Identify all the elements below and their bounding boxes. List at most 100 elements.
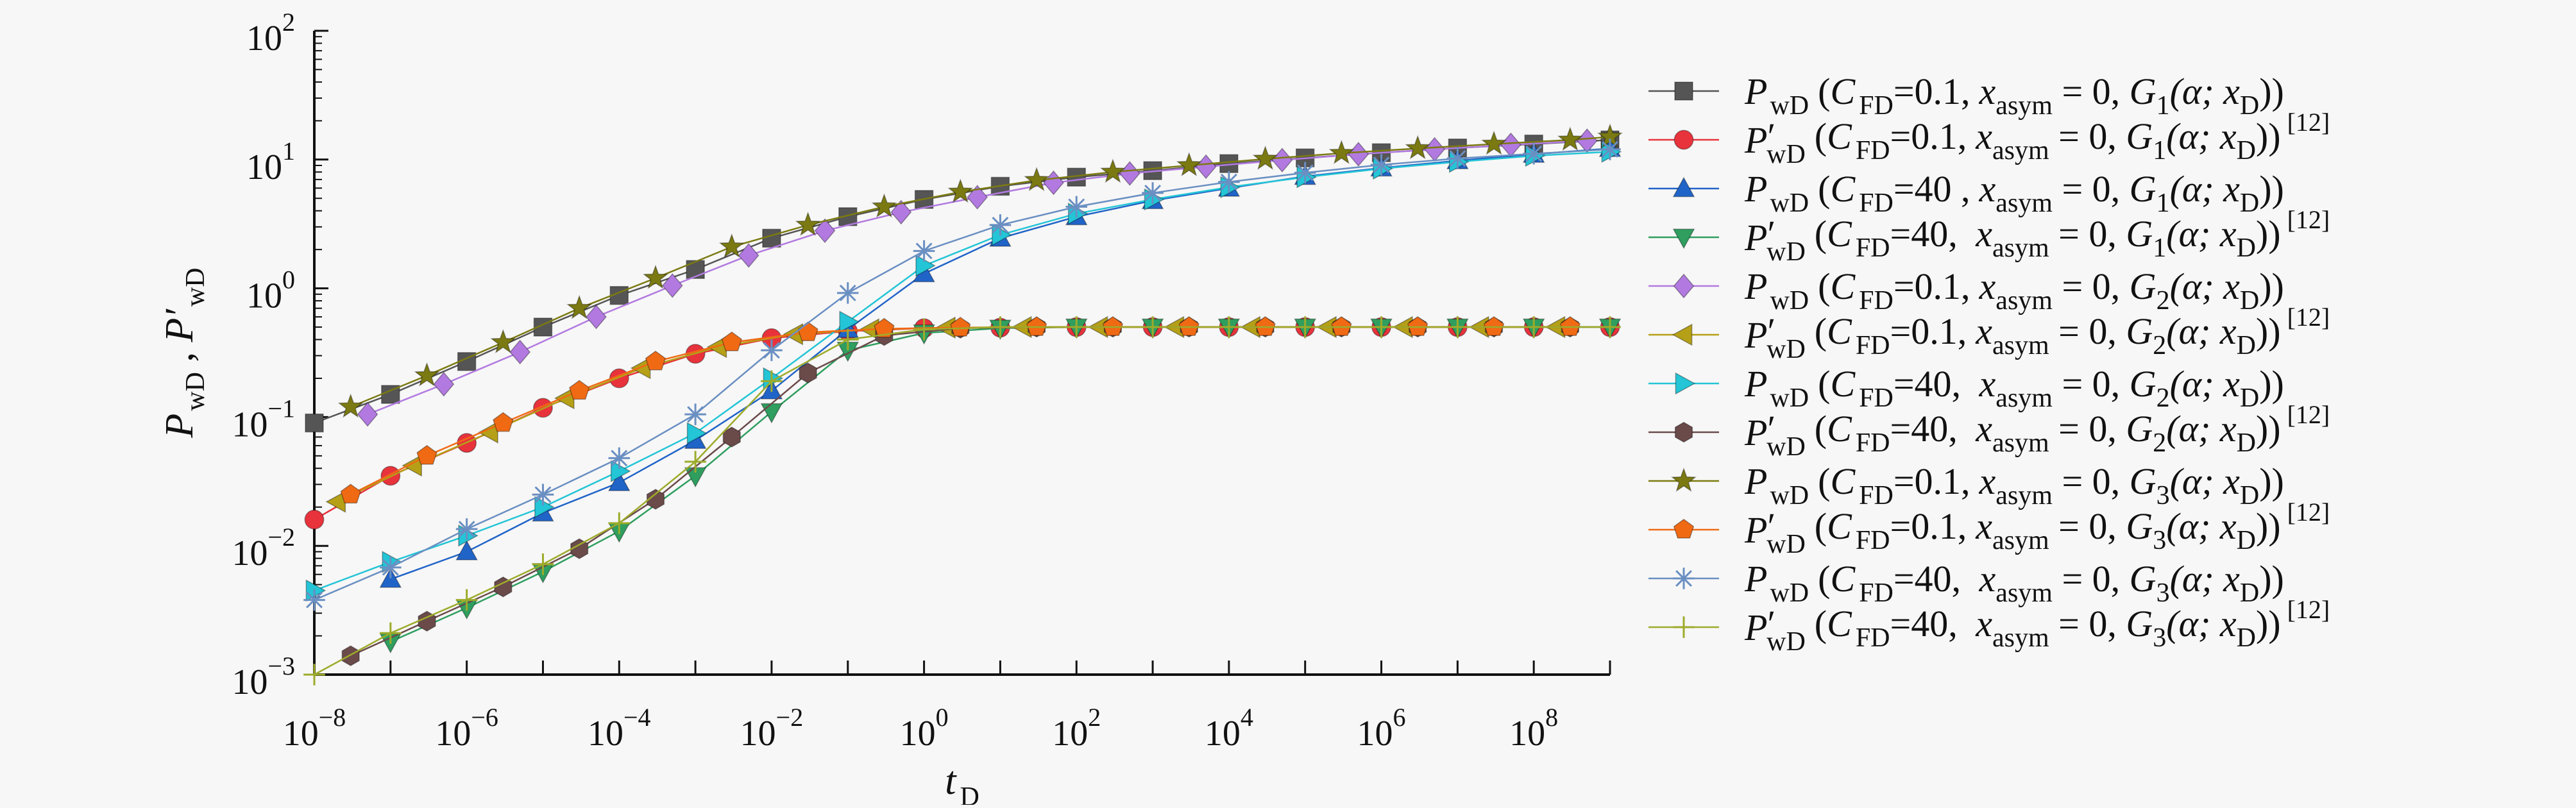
legend-cfd: C xyxy=(1830,71,1856,112)
y-tick-label: 10−3 xyxy=(232,652,295,702)
legend-p-sub: wD xyxy=(1767,237,1806,267)
data-point xyxy=(839,310,860,333)
series-11 xyxy=(303,139,1621,611)
x-tick-label: 10−2 xyxy=(740,703,804,753)
legend-xd-sub: D xyxy=(2237,136,2256,165)
legend-xasym: x xyxy=(1979,265,1996,307)
legend-label: P′wD (C FD=40, xasym = 0, G2(α; xD)) [12] xyxy=(1744,400,2330,462)
data-point xyxy=(1142,182,1164,204)
legend-xd: x xyxy=(2219,310,2237,352)
legend-open-paren: ( xyxy=(1818,363,1830,405)
legend-marker xyxy=(1672,228,1695,249)
legend-marker xyxy=(1673,273,1695,299)
legend-p-sub: wD xyxy=(1767,627,1806,657)
legend-xd: x xyxy=(2223,363,2240,405)
x-tick-base: 10 xyxy=(740,714,776,753)
legend-marker xyxy=(1674,130,1694,150)
data-point xyxy=(340,484,361,504)
data-point xyxy=(913,240,935,262)
legend-xd-sub: D xyxy=(2240,189,2259,218)
data-point xyxy=(1043,170,1064,196)
legend-g: G xyxy=(2126,115,2153,157)
data-point xyxy=(357,401,378,427)
x-axis-title-main: t xyxy=(945,759,957,803)
data-point xyxy=(646,489,665,510)
y-tick-base: 10 xyxy=(246,147,282,187)
legend-xasym-eq: = 0, xyxy=(2049,310,2126,352)
legend-g-index: 2 xyxy=(2153,428,2166,458)
legend-eq: = xyxy=(1890,603,1911,644)
data-point xyxy=(1331,316,1352,336)
series-line xyxy=(350,136,1611,408)
series-layer xyxy=(303,123,1623,686)
y-tick-label: 101 xyxy=(246,137,295,187)
legend-label: PwD (C FD=0.1, xasym = 0, G2(α; xD)) xyxy=(1744,265,2284,316)
legend-item-1: PwD (C FD=0.1, xasym = 0, G1(α; xD)) xyxy=(1648,71,2284,121)
series-9 xyxy=(337,123,1623,418)
legend-cfd-value: 40 , xyxy=(1915,168,1970,210)
y-tick-label: 100 xyxy=(246,265,295,316)
series-7 xyxy=(305,140,1622,602)
y-axis-title-sub2: wD xyxy=(181,267,210,307)
legend-marker xyxy=(1675,372,1696,395)
legend-close: )) xyxy=(2259,363,2284,405)
x-tick-exponent: 8 xyxy=(1545,703,1558,732)
series-line xyxy=(314,151,1611,592)
legend-marker xyxy=(1674,421,1693,443)
y-tick-base: 10 xyxy=(232,534,267,573)
legend-cfd-value: 40, xyxy=(1911,603,1967,644)
x-tick-exponent: −6 xyxy=(471,703,498,732)
legend-alpha: (α; xyxy=(2166,115,2220,157)
legend-p-sub: wD xyxy=(1767,140,1806,169)
legend-label: P′wD (C FD=40, xasym = 0, G3(α; xD)) [12] xyxy=(1744,595,2330,657)
legend-open-paren: ( xyxy=(1815,408,1827,450)
legend-xasym-sub: asym xyxy=(1992,136,2049,165)
legend-marker xyxy=(1672,176,1695,198)
data-point xyxy=(1483,316,1505,336)
data-point xyxy=(380,622,402,644)
data-point xyxy=(1099,158,1126,183)
y-tick-base: 10 xyxy=(232,662,267,702)
data-point xyxy=(836,328,859,351)
data-point xyxy=(1599,316,1621,338)
data-point xyxy=(534,496,555,519)
legend-cfd-sub: FD xyxy=(1859,286,1894,316)
legend-label: PwD (C FD=0.1, xasym = 0, G1(α; xD)) xyxy=(1744,71,2284,121)
legend-g-index: 1 xyxy=(2153,233,2166,263)
legend-alpha: (α; xyxy=(2170,168,2224,210)
data-point xyxy=(738,242,759,268)
legend-prime: ′ xyxy=(1767,408,1775,450)
legend-xasym-sub: asym xyxy=(1992,428,2049,458)
legend-xasym-sub: asym xyxy=(1992,526,2049,555)
data-point xyxy=(874,317,895,338)
data-point xyxy=(1102,316,1124,336)
legend-xd-sub: D xyxy=(2237,428,2256,458)
data-point xyxy=(1407,316,1428,336)
y-tick-base: 10 xyxy=(246,276,282,316)
legend-alpha: (α; xyxy=(2170,265,2224,307)
legend-xasym-sub: asym xyxy=(1992,233,2049,263)
legend-prime: ′ xyxy=(1767,505,1775,547)
legend-xasym: x xyxy=(1975,213,1992,255)
legend-cfd-sub: FD xyxy=(1859,578,1894,608)
legend-cfd-sub: FD xyxy=(1856,331,1890,360)
legend-xd-sub: D xyxy=(2240,383,2259,413)
x-tick-base: 10 xyxy=(435,714,471,753)
legend-item-3: PwD (C FD=40 , xasym = 0, G1(α; xD)) xyxy=(1648,168,2284,218)
legend-g-index: 1 xyxy=(2157,189,2170,218)
legend-reference: [12] xyxy=(2287,595,2330,624)
legend-g-index: 2 xyxy=(2153,331,2166,360)
legend-alpha: (α; xyxy=(2170,363,2224,405)
legend-p-sub: wD xyxy=(1770,481,1809,510)
legend-alpha: (α; xyxy=(2166,310,2220,352)
legend-xasym-eq: = 0, xyxy=(2053,558,2130,600)
legend-label: PwD (C FD=40, xasym = 0, G3(α; xD)) xyxy=(1744,558,2284,608)
legend-p: P xyxy=(1744,363,1767,405)
data-point xyxy=(1348,142,1369,167)
data-point xyxy=(490,328,516,354)
legend-alpha: (α; xyxy=(2170,460,2224,502)
legend-xasym-eq: = 0, xyxy=(2053,265,2130,307)
data-point xyxy=(608,512,631,534)
data-point xyxy=(1405,135,1431,160)
legend-xasym-eq: = 0, xyxy=(2049,603,2126,644)
